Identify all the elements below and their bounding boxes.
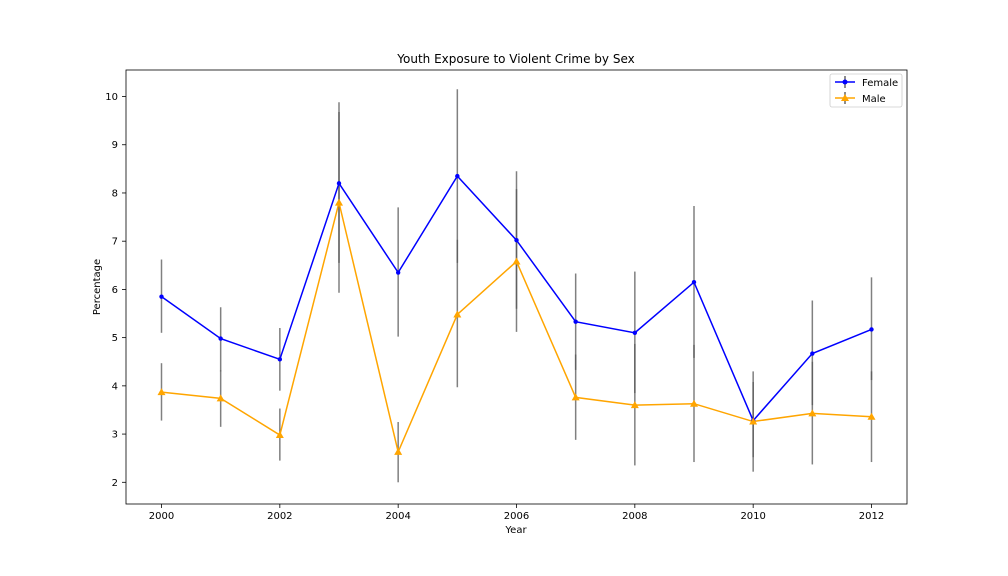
data-point-male <box>571 393 580 401</box>
x-axis-ticks: 2000 2002 2004 2006 2008 2010 2012 <box>149 504 884 522</box>
y-tick-label: 10 <box>105 92 118 103</box>
y-axis-ticks: 2 3 4 5 6 7 8 9 10 <box>105 92 126 489</box>
legend-label-male: Male <box>862 94 886 105</box>
data-point-female <box>277 357 283 362</box>
legend-marker-male <box>841 94 849 101</box>
data-point-male <box>630 401 639 409</box>
data-point-male <box>808 409 817 417</box>
data-point-male <box>157 388 166 396</box>
data-point-female <box>632 330 638 336</box>
y-tick-label: 3 <box>112 430 118 441</box>
data-point-male <box>690 399 698 407</box>
x-tick-label: 2006 <box>504 511 529 522</box>
data-point-male <box>275 431 284 439</box>
y-tick-label: 8 <box>112 188 118 199</box>
y-tick-label: 4 <box>112 381 118 392</box>
x-tick-label: 2010 <box>740 511 765 522</box>
x-tick-label: 2008 <box>622 511 647 522</box>
legend-marker-female <box>842 79 848 85</box>
chart-title: Youth Exposure to Violent Crime by Sex <box>396 52 634 66</box>
data-point-female <box>810 351 815 356</box>
legend-label-female: Female <box>862 78 898 89</box>
data-point-female <box>573 319 578 324</box>
x-tick-label: 2012 <box>859 511 884 522</box>
data-point-male <box>335 198 343 206</box>
data-point-male <box>512 257 521 265</box>
data-point-male <box>867 412 876 420</box>
data-point-female <box>336 181 342 186</box>
y-tick-label: 5 <box>112 333 118 344</box>
data-point-female <box>455 173 460 179</box>
x-tick-label: 2000 <box>149 511 174 522</box>
data-point-female <box>869 327 874 332</box>
y-tick-label: 7 <box>112 237 118 248</box>
data-point-male <box>216 394 225 402</box>
x-tick-label: 2004 <box>385 511 410 522</box>
data-point-male <box>749 417 758 425</box>
data-point-female <box>218 336 223 341</box>
legend: Female Male <box>829 73 903 108</box>
x-tick-label: 2002 <box>267 511 292 522</box>
data-point-female <box>691 279 697 285</box>
series-markers <box>157 173 876 455</box>
y-axis-label: Percentage <box>92 259 103 315</box>
data-point-female <box>514 238 519 243</box>
x-axis-label: Year <box>504 525 527 536</box>
y-tick-label: 9 <box>112 140 118 151</box>
data-point-male <box>453 310 462 318</box>
data-point-male <box>394 447 403 455</box>
y-tick-label: 2 <box>112 478 118 489</box>
y-tick-label: 6 <box>112 285 118 296</box>
data-point-female <box>395 270 401 275</box>
data-point-female <box>159 294 164 299</box>
